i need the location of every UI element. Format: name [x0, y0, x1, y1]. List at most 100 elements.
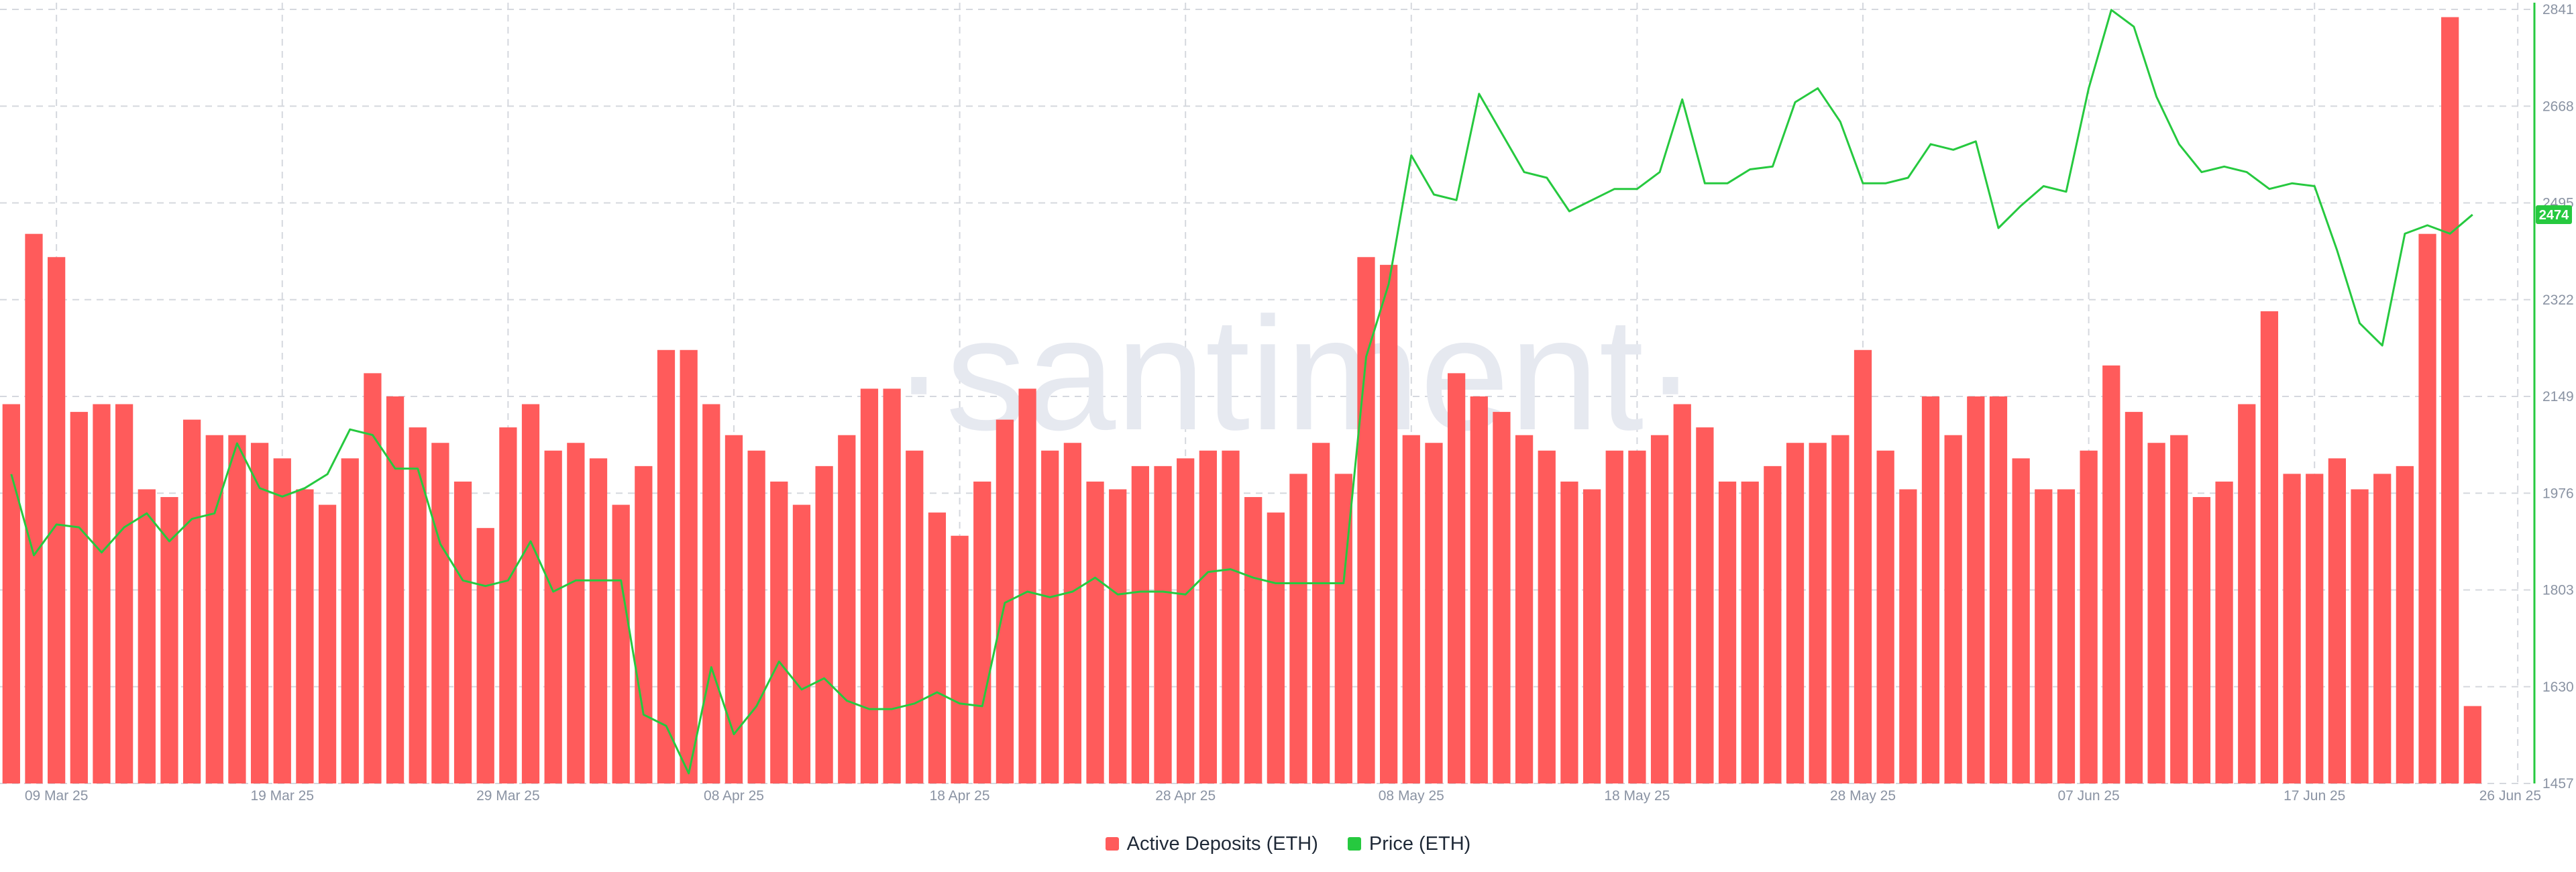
deposit-bar	[2170, 435, 2188, 783]
legend-label-deposits: Active Deposits (ETH)	[1126, 832, 1318, 855]
deposit-bar	[431, 443, 449, 783]
deposit-bar	[1267, 512, 1285, 783]
legend: Active Deposits (ETH) Price (ETH)	[0, 830, 2576, 857]
deposit-bar	[1515, 435, 1534, 783]
deposit-bar	[906, 450, 924, 783]
deposit-bar	[250, 443, 269, 783]
deposit-bar	[205, 435, 223, 783]
deposit-bar	[521, 404, 540, 783]
price-line	[10, 9, 2473, 775]
deposit-bar	[386, 396, 405, 783]
deposit-bar	[951, 535, 969, 783]
deposit-bar	[499, 427, 517, 783]
deposit-bar	[2125, 412, 2143, 783]
y-tick-label: 2322	[2542, 292, 2574, 308]
deposit-bar	[996, 419, 1014, 783]
deposit-bar	[2057, 489, 2076, 783]
deposit-bar	[1493, 412, 1511, 783]
deposit-bar	[770, 481, 788, 783]
y-tick-label: 2149	[2542, 389, 2574, 404]
deposit-bar	[318, 504, 337, 783]
deposit-bar	[1402, 435, 1420, 783]
y-tick-label: 2841	[2542, 2, 2574, 17]
x-axis: 09 Mar 25 19 Mar 25 29 Mar 25 08 Apr 25 18 A…	[25, 788, 2541, 804]
deposit-bar	[2441, 17, 2459, 783]
deposit-bar	[860, 388, 879, 783]
x-tick-label: 07 Jun 25	[2057, 788, 2119, 804]
deposit-bar	[2147, 443, 2165, 783]
x-tick-label: 18 May 25	[1604, 788, 1670, 804]
deposit-bar	[1673, 404, 1691, 783]
deposit-bar	[815, 466, 833, 783]
current-price-tag: 2474	[2536, 205, 2572, 225]
legend-label-price: Price (ETH)	[1368, 832, 1471, 855]
x-tick-label: 19 Mar 25	[250, 788, 314, 804]
deposit-bar	[2102, 365, 2121, 783]
deposit-bar	[1786, 443, 1805, 783]
deposit-bar	[1222, 450, 1240, 783]
x-tick-label: 28 Apr 25	[1155, 788, 1216, 804]
x-tick-label: 28 May 25	[1830, 788, 1896, 804]
grid	[0, 3, 2534, 784]
deposit-bar	[93, 404, 111, 783]
deposit-bar	[1921, 396, 1940, 783]
deposit-bar	[409, 427, 427, 783]
deposit-bar	[1131, 466, 1149, 783]
y-tick-label: 1630	[2542, 679, 2574, 695]
deposit-bar	[1944, 435, 1962, 783]
deposit-bar	[2012, 458, 2030, 783]
deposit-bar	[973, 481, 991, 783]
x-tick-label: 29 Mar 25	[476, 788, 540, 804]
deposit-bar	[589, 458, 608, 783]
deposit-bar	[1628, 450, 1646, 783]
deposit-bar	[2351, 489, 2369, 783]
legend-item-deposits[interactable]: Active Deposits (ETH)	[1105, 832, 1318, 855]
deposit-bar	[296, 489, 314, 783]
deposit-bar	[2215, 481, 2233, 783]
deposit-bar	[1582, 489, 1601, 783]
deposit-bar	[838, 435, 856, 783]
deposit-bar	[2283, 474, 2301, 783]
x-tick-label: 08 Apr 25	[704, 788, 764, 804]
deposit-bar	[138, 489, 156, 783]
deposit-bar	[1876, 450, 1894, 783]
deposit-bar	[1447, 373, 1466, 783]
deposit-bar	[1718, 481, 1737, 783]
deposit-bar	[1831, 435, 1849, 783]
deposit-bar	[657, 349, 676, 783]
deposit-bar	[1425, 443, 1443, 783]
x-tick-label: 09 Mar 25	[25, 788, 89, 804]
deposit-bar	[702, 404, 720, 783]
deposit-bar	[1764, 466, 1782, 783]
deposit-bar	[2192, 497, 2211, 783]
deposit-bar	[1650, 435, 1669, 783]
deposit-bar	[635, 466, 653, 783]
deposit-bar	[1854, 349, 1872, 783]
deposit-bar	[1312, 443, 1330, 783]
deposit-bar	[1470, 396, 1488, 783]
deposit-bar	[2396, 466, 2414, 783]
deposit-bar	[1086, 481, 1104, 783]
deposit-bar	[182, 419, 201, 783]
deposit-bar	[544, 450, 562, 783]
deposit-bar	[747, 450, 765, 783]
deposit-bar	[1018, 388, 1036, 783]
deposit-bar	[1560, 481, 1578, 783]
legend-item-price[interactable]: Price (ETH)	[1347, 832, 1471, 855]
deposit-bar	[1989, 396, 2008, 783]
deposit-bar	[1357, 257, 1375, 783]
y-tick-label: 2668	[2542, 99, 2574, 114]
deposit-bar	[1041, 450, 1059, 783]
price-swatch	[1347, 837, 1361, 851]
deposit-bar	[567, 443, 585, 783]
price-tag-label: 2474	[2539, 208, 2569, 223]
deposit-bar	[2238, 404, 2256, 783]
price-tag-bg	[2536, 205, 2572, 225]
deposit-bar	[1809, 443, 1827, 783]
deposit-bar	[928, 512, 947, 783]
y-tick-label: 1976	[2542, 486, 2574, 501]
deposit-bar	[883, 388, 901, 783]
deposit-bar	[160, 497, 178, 783]
